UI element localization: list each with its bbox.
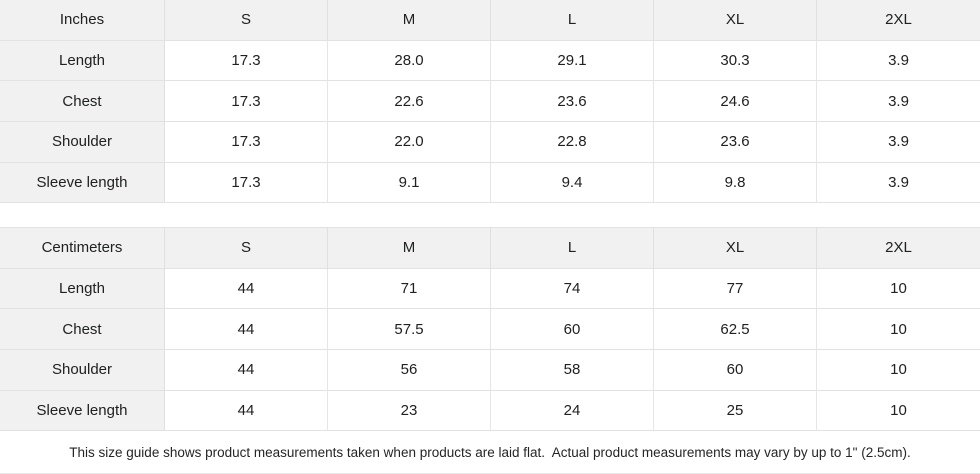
inches-table: Inches S M L XL 2XL Length 17.3 28.0 29.… [0,0,980,204]
measurement-value: 17.3 [165,162,328,204]
measurement-value: 23.6 [654,122,817,163]
row-label-chest: Chest [0,81,165,123]
column-header-2xl: 2XL [817,227,980,269]
measurement-value: 74 [491,268,654,310]
measurement-value: 10 [817,268,980,310]
column-header-l: L [491,0,654,41]
measurement-value: 25 [654,390,817,432]
measurement-value: 9.1 [328,162,491,204]
measurement-value: 9.4 [491,162,654,204]
measurement-value: 22.6 [328,81,491,123]
measurement-value: 44 [165,268,328,310]
measurement-value: 10 [817,350,980,391]
row-label-sleeve-length: Sleeve length [0,390,165,432]
measurement-value: 30.3 [654,40,817,82]
measurement-value: 22.8 [491,122,654,163]
row-label-length: Length [0,268,165,310]
measurement-value: 60 [654,350,817,391]
measurement-value: 29.1 [491,40,654,82]
measurement-value: 77 [654,268,817,310]
measurement-value: 62.5 [654,309,817,350]
measurement-value: 24 [491,390,654,432]
column-header-xl: XL [654,227,817,269]
measurement-value: 3.9 [817,40,980,82]
size-guide-note: This size guide shows product measuremen… [0,431,980,474]
centimeters-table: Centimeters S M L XL 2XL Length 44 71 74… [0,227,980,432]
column-header-s: S [165,227,328,269]
measurement-value: 56 [328,350,491,391]
row-label-shoulder: Shoulder [0,350,165,391]
measurement-value: 10 [817,390,980,432]
column-header-m: M [328,227,491,269]
measurement-value: 44 [165,350,328,391]
measurement-value: 44 [165,390,328,432]
column-header-s: S [165,0,328,41]
measurement-value: 57.5 [328,309,491,350]
measurement-value: 24.6 [654,81,817,123]
measurement-value: 23.6 [491,81,654,123]
measurement-value: 3.9 [817,162,980,204]
measurement-value: 71 [328,268,491,310]
row-label-chest: Chest [0,309,165,350]
measurement-value: 9.8 [654,162,817,204]
table-spacer [0,203,980,228]
measurement-value: 60 [491,309,654,350]
column-header-xl: XL [654,0,817,41]
unit-header: Inches [0,0,165,41]
measurement-value: 10 [817,309,980,350]
column-header-m: M [328,0,491,41]
unit-header: Centimeters [0,227,165,269]
measurement-value: 28.0 [328,40,491,82]
measurement-value: 23 [328,390,491,432]
measurement-value: 44 [165,309,328,350]
row-label-length: Length [0,40,165,82]
row-label-sleeve-length: Sleeve length [0,162,165,204]
measurement-value: 58 [491,350,654,391]
column-header-2xl: 2XL [817,0,980,41]
measurement-value: 17.3 [165,122,328,163]
measurement-value: 17.3 [165,40,328,82]
row-label-shoulder: Shoulder [0,122,165,163]
column-header-l: L [491,227,654,269]
measurement-value: 3.9 [817,122,980,163]
measurement-value: 3.9 [817,81,980,123]
measurement-value: 17.3 [165,81,328,123]
measurement-value: 22.0 [328,122,491,163]
